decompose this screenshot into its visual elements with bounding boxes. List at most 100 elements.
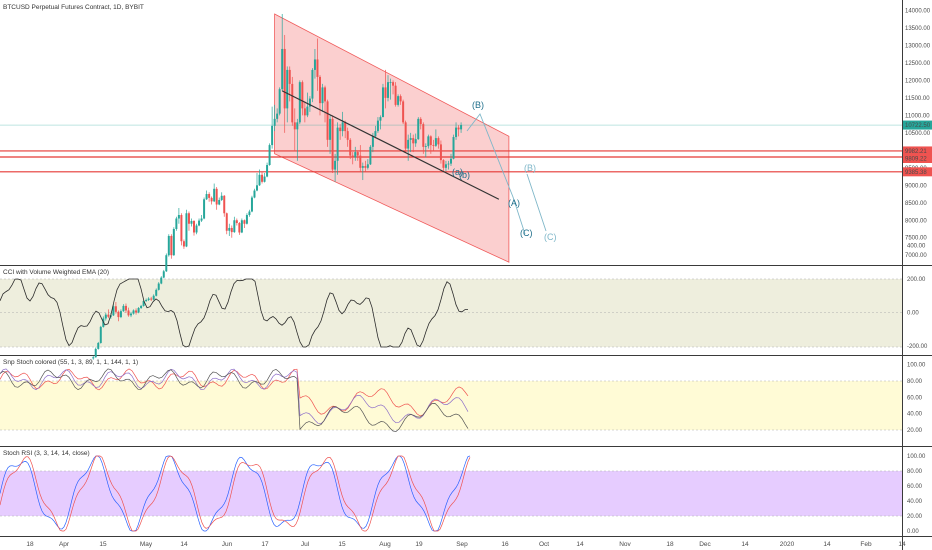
wave-label: (a) [452, 167, 463, 177]
candle [351, 152, 354, 165]
candle [429, 135, 432, 154]
candle [457, 125, 460, 137]
date-tick: 2020 [780, 541, 795, 548]
candle-body [190, 220, 193, 224]
candle-body [293, 122, 296, 130]
candle [346, 127, 349, 147]
price-scale[interactable]: 14000.00 13500.00 13000.00 12500.00 12000.00… [903, 8, 932, 535]
candle [432, 139, 435, 151]
candle-body [457, 127, 460, 130]
candle-body [361, 166, 364, 168]
candle-body [160, 277, 163, 284]
candle [379, 115, 382, 130]
candle-body [392, 82, 395, 86]
candle [210, 196, 213, 205]
candle-body [130, 313, 133, 316]
price-badge-label: 9809.22 [905, 156, 927, 162]
candle-body [432, 145, 435, 146]
candle-body [193, 220, 196, 233]
candle-body [155, 289, 158, 296]
candle-body [132, 310, 135, 314]
candle-body [399, 96, 402, 102]
candle [250, 195, 253, 213]
candle-body [301, 82, 304, 109]
candle-body [397, 96, 400, 105]
candle [145, 298, 148, 303]
candle-body [187, 213, 190, 224]
candle [155, 288, 158, 297]
candle [359, 145, 362, 172]
candle-body [429, 136, 432, 146]
price-tick: 7500.00 [905, 236, 927, 242]
candle [376, 117, 379, 133]
date-tick: 14 [823, 541, 831, 548]
candle [243, 219, 246, 228]
candle [444, 160, 447, 172]
date-tick: Dec [699, 541, 711, 548]
candle [177, 208, 180, 224]
candle [175, 216, 178, 231]
candle [266, 162, 269, 178]
candle [130, 311, 133, 318]
candle [450, 153, 452, 167]
candle [261, 171, 264, 184]
candle [132, 309, 135, 315]
candle [205, 190, 208, 200]
price-tick: 11000.00 [905, 113, 930, 119]
candle-body [124, 305, 127, 311]
candle-body [119, 311, 122, 318]
candle-body [175, 218, 178, 229]
candle-body [127, 310, 130, 316]
price-tick: 13000.00 [905, 43, 931, 49]
wave-projection-line[interactable] [466, 113, 526, 235]
date-tick: 18 [666, 541, 674, 548]
stoch-tick: 100.00 [907, 363, 926, 369]
price-tick: 8000.00 [905, 218, 927, 224]
candle [273, 104, 276, 132]
price-pane[interactable] [0, 13, 902, 360]
time-scale[interactable]: 18 Apr 15 May 14 Jun 17 Jul 15 Aug 19 Sep 16 Oct 14 Nov… [26, 541, 906, 548]
channel-midline[interactable] [281, 90, 500, 200]
chart-title: BTCUSD Perpetual Futures Contract, 1D, B… [3, 4, 144, 11]
candle-body [371, 136, 374, 147]
candle-body [165, 255, 168, 272]
candle-body [104, 314, 107, 319]
date-tick: Feb [860, 541, 872, 548]
candle [245, 213, 248, 225]
candle-body [460, 125, 463, 130]
candle [218, 197, 221, 206]
candle-body [167, 235, 170, 256]
candle [419, 117, 422, 130]
candle-body [273, 118, 276, 126]
price-tick: 13500.00 [905, 26, 931, 32]
candle [165, 253, 168, 272]
candle [185, 209, 188, 248]
date-tick: 16 [501, 541, 509, 548]
date-tick: Nov [619, 541, 631, 548]
price-badge-label: 10722.50 [905, 123, 931, 129]
candle [349, 138, 352, 160]
candle-body [374, 131, 377, 137]
candle-body [422, 124, 425, 147]
date-tick: 15 [99, 541, 107, 548]
candle-body [417, 118, 420, 140]
candle-body [195, 225, 198, 233]
level-price-badge: 9385.38 [903, 167, 932, 177]
wave-projection-line[interactable] [526, 173, 547, 232]
candle-body [278, 89, 281, 114]
candle-body [240, 220, 243, 233]
rsi-tick: 60.00 [907, 484, 923, 490]
price-tick: 11500.00 [905, 96, 930, 102]
candle [230, 225, 233, 238]
candle-body [114, 306, 117, 312]
stoch-tick: 60.00 [907, 395, 923, 401]
candle [215, 187, 218, 210]
candle-body [306, 106, 309, 116]
stoch-rsi-d-line [0, 455, 471, 532]
candle-body [99, 326, 102, 343]
candle [172, 227, 175, 256]
candle [152, 294, 155, 301]
stoch-tick: 40.00 [907, 412, 923, 418]
date-tick: Jun [222, 541, 233, 548]
